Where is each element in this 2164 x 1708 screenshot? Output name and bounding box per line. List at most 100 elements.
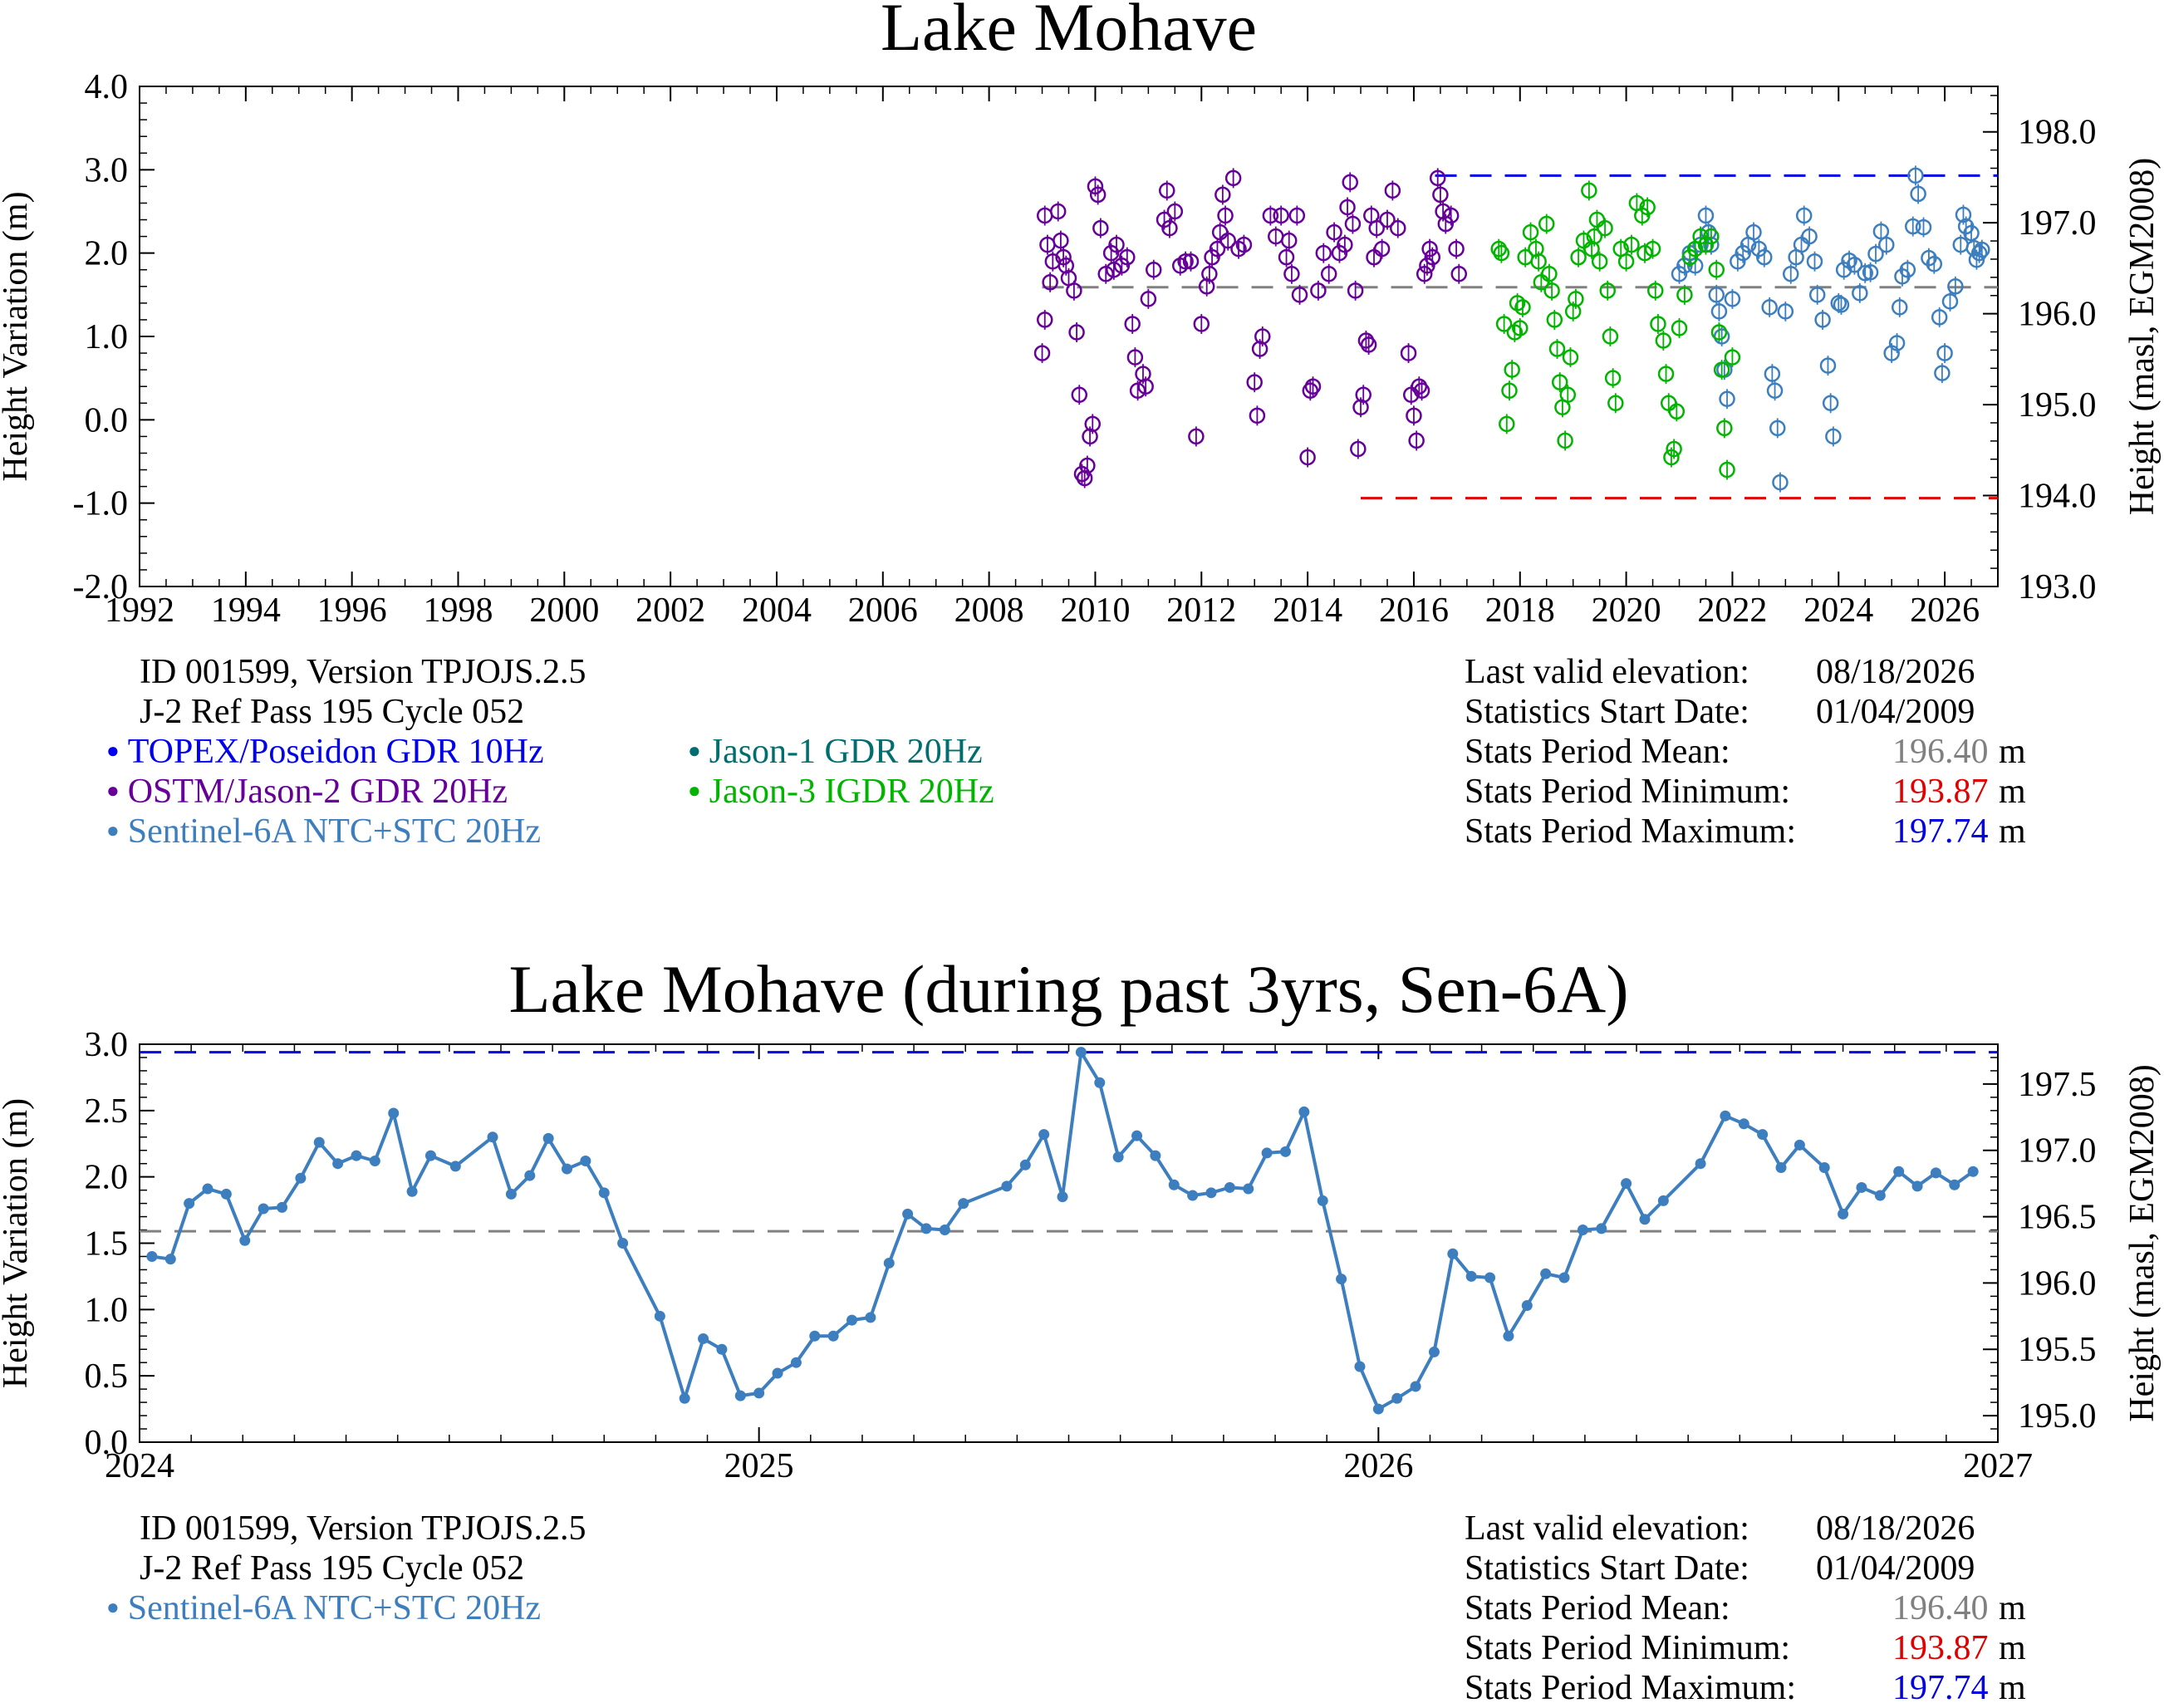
data-point: [1838, 1208, 1849, 1220]
legend-dot-icon: ●: [688, 739, 701, 763]
data-point: [369, 1156, 380, 1167]
y-tick-label: 2.0: [85, 235, 129, 273]
data-point: [809, 1330, 821, 1342]
legend-dot-icon: ●: [106, 1595, 120, 1619]
x-tick-label: 2008: [954, 591, 1024, 630]
data-point: [654, 1310, 665, 1322]
x-tick-label: 2012: [1166, 591, 1236, 630]
data-point: [1949, 1179, 1960, 1190]
panel2-stats: Last valid elevation: 08/18/2026 Statisti…: [1465, 1509, 2046, 1708]
min-row: Stats Period Minimum: 193.87 m: [1465, 1629, 2026, 1667]
panel1-stats: Last valid elevation: 08/18/2026 Statisti…: [1465, 652, 2046, 852]
panel1-legend-col1: ● TOPEX/Poseidon GDR 10Hz ● OSTM/Jason-2 G…: [106, 732, 544, 852]
legend-dot-icon: ●: [106, 818, 120, 842]
data-point: [1794, 1139, 1805, 1151]
data-point: [542, 1132, 554, 1144]
data-point: [1503, 1330, 1514, 1342]
data-point: [1930, 1167, 1941, 1179]
data-point: [1279, 1146, 1291, 1157]
y-axis-label: Height Variation (m): [0, 1098, 35, 1388]
data-point: [1001, 1180, 1013, 1192]
data-point: [1243, 1183, 1254, 1195]
panel1-legend-col2: ● Jason-1 GDR 20Hz ● Jason-3 IGDR 20Hz: [688, 732, 994, 812]
y2-tick-label: 194.0: [2018, 478, 2097, 516]
plot-area: [139, 86, 1999, 587]
data-point: [146, 1250, 158, 1262]
legend-dot-icon: ●: [106, 778, 120, 802]
series-ostm-jason-2-gdr-20hz: [1033, 168, 1468, 488]
data-point: [1596, 1223, 1607, 1234]
data-point: [1720, 1110, 1731, 1121]
data-point: [772, 1367, 783, 1379]
y2-tick-label: 196.0: [2018, 1264, 2097, 1303]
data-point: [1558, 1272, 1570, 1283]
data-point: [1577, 1225, 1588, 1236]
plot-area: [139, 1043, 1999, 1443]
data-point: [1131, 1130, 1143, 1141]
y-tick-label: 1.5: [85, 1225, 129, 1264]
data-point: [598, 1187, 610, 1199]
data-point: [1391, 1392, 1403, 1404]
data-point: [679, 1392, 690, 1404]
data-point: [487, 1131, 498, 1143]
panel2-info-left: ID 001599, Version TPJOJS.2.5 J-2 Ref Pa…: [140, 1509, 586, 1588]
y2-tick-label: 196.0: [2018, 296, 2097, 334]
x-tick-label: 1996: [317, 591, 387, 630]
y2-tick-label: 197.0: [2018, 1132, 2097, 1171]
data-point: [1317, 1195, 1328, 1206]
data-point: [580, 1156, 591, 1167]
data-point: [449, 1161, 461, 1172]
y2-tick-label: 195.0: [2018, 386, 2097, 425]
data-point: [827, 1330, 839, 1342]
y2-tick-label: 195.0: [2018, 1397, 2097, 1436]
panel2-pass-line: J-2 Ref Pass 195 Cycle 052: [140, 1549, 525, 1588]
data-point: [202, 1183, 213, 1195]
x-tick-label: 2026: [1343, 1447, 1413, 1485]
x-tick-label: 1992: [105, 591, 174, 630]
y2-axis-label: Height (masl, EGM2008): [2123, 1064, 2162, 1421]
y-tick-label: 3.0: [85, 151, 129, 189]
y2-tick-label: 193.0: [2018, 568, 2097, 606]
legend-item-jason2: ● OSTM/Jason-2 GDR 20Hz: [106, 773, 508, 811]
y-tick-label: 3.0: [85, 1026, 129, 1064]
plot-frame: [139, 1043, 1999, 1443]
start-date-row: Statistics Start Date: 01/04/2009: [1465, 1549, 1975, 1588]
data-point: [1738, 1118, 1749, 1130]
mean-row: Stats Period Mean: 196.40 m: [1465, 733, 2026, 771]
y2-tick-label: 197.5: [2018, 1066, 2097, 1104]
data-point: [406, 1185, 418, 1197]
data-point: [1856, 1181, 1867, 1193]
panel2-id-line: ID 001599, Version TPJOJS.2.5: [140, 1509, 586, 1548]
max-row: Stats Period Maximum: 197.74 m: [1465, 1669, 2026, 1707]
data-point: [295, 1172, 307, 1184]
data-point: [1150, 1150, 1161, 1161]
panel1-info-left: ID 001599, Version TPJOJS.2.5 J-2 Ref Pa…: [140, 652, 586, 732]
data-point: [1224, 1181, 1235, 1193]
x-tick-label: 2014: [1273, 591, 1342, 630]
data-point: [1695, 1158, 1706, 1170]
data-point: [920, 1223, 932, 1234]
chart-title: Lake Mohave (during past 3yrs, Sen-6A): [508, 951, 1628, 1027]
data-point: [1168, 1179, 1180, 1190]
last-valid-row: Last valid elevation: 08/18/2026: [1465, 653, 1975, 691]
data-point: [1621, 1178, 1632, 1190]
data-point: [562, 1163, 573, 1175]
data-point: [1465, 1270, 1477, 1282]
y-tick-label: 4.0: [85, 68, 129, 106]
data-point: [790, 1357, 802, 1368]
data-point: [1447, 1248, 1459, 1259]
y-tick-label: 1.0: [85, 318, 129, 356]
x-tick-label: 2006: [848, 591, 918, 630]
y-tick-label: 0.5: [85, 1357, 129, 1396]
data-point: [734, 1390, 746, 1401]
data-point: [1911, 1180, 1923, 1192]
legend-dot-icon: ●: [688, 778, 701, 802]
y-tick-label: 0.0: [85, 401, 129, 439]
legend-item-topex: ● TOPEX/Poseidon GDR 10Hz: [106, 733, 544, 771]
x-tick-label: 2024: [105, 1447, 174, 1485]
panel1-pass-line: J-2 Ref Pass 195 Cycle 052: [140, 693, 525, 731]
start-date-row: Statistics Start Date: 01/04/2009: [1465, 693, 1975, 731]
panel2-legend: ● Sentinel-6A NTC+STC 20Hz: [106, 1588, 541, 1628]
data-point: [258, 1203, 269, 1215]
x-tick-label: 1994: [211, 591, 281, 630]
